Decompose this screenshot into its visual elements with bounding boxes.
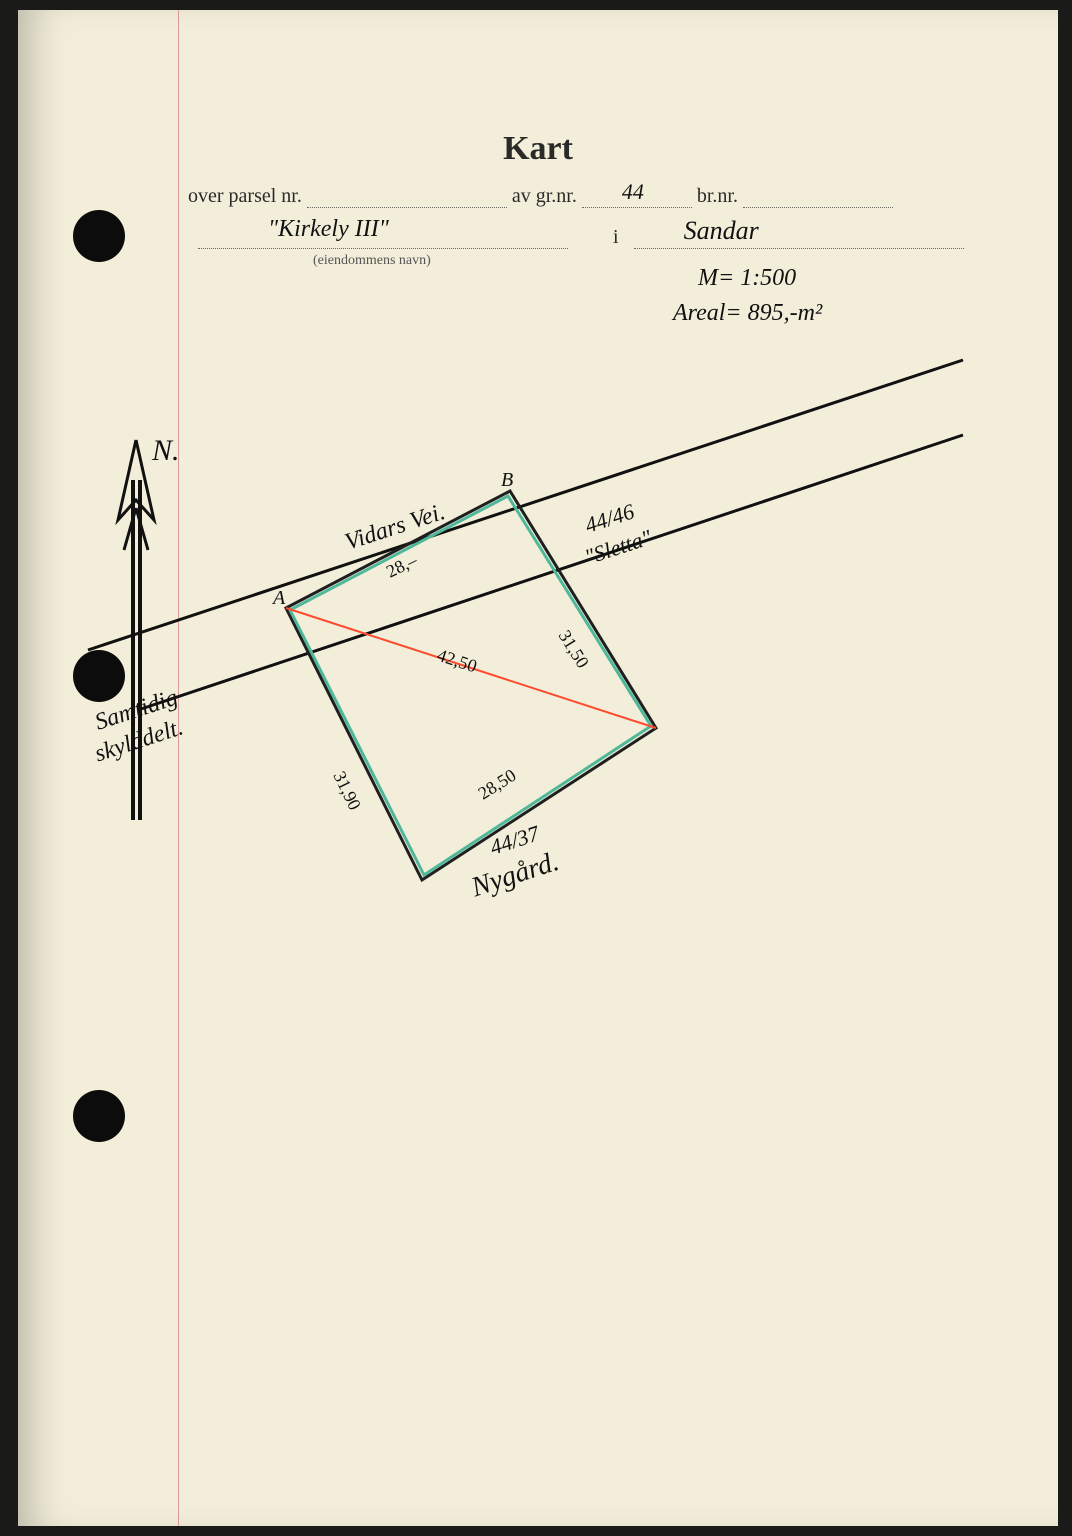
punch-hole-bottom bbox=[73, 1090, 125, 1142]
road-lines bbox=[88, 360, 963, 710]
neighbor-right: 44/46 "Sletta" bbox=[572, 496, 655, 570]
value-scale: M= 1:500 bbox=[698, 265, 796, 292]
road-label: Vidars Vei. bbox=[342, 499, 449, 556]
parcel-polygon bbox=[286, 491, 656, 880]
dim-AB: 28,– bbox=[383, 549, 421, 581]
road-line-1 bbox=[88, 360, 963, 650]
label-i: i bbox=[613, 226, 619, 248]
neighbor-bottom: 44/37 Nygård. bbox=[457, 817, 562, 903]
field-grnr: 44 bbox=[582, 185, 692, 208]
page: Kart over parsel nr. av gr.nr. 44 br.nr.… bbox=[18, 10, 1058, 1526]
form-row-2: "Kirkely III" i Sandar bbox=[198, 226, 1038, 249]
parcel-diagonal bbox=[286, 608, 656, 728]
punch-hole-mid bbox=[73, 650, 125, 702]
value-grnr: 44 bbox=[622, 179, 644, 205]
label-brnr: br.nr. bbox=[697, 185, 738, 207]
document-title: Kart bbox=[18, 130, 1058, 168]
punch-hole-top bbox=[73, 210, 125, 262]
value-sted: Sandar bbox=[684, 216, 759, 246]
road-line-2 bbox=[138, 435, 963, 710]
dim-CD: 28,50 bbox=[475, 765, 520, 803]
neighbor-bottom-name: Nygård. bbox=[467, 846, 563, 904]
form-row-1: over parsel nr. av gr.nr. 44 br.nr. bbox=[188, 185, 1038, 208]
value-eiendom-navn: "Kirkely III" bbox=[268, 216, 389, 243]
label-eiendom-sub: (eiendommens navn) bbox=[313, 253, 431, 269]
value-areal: Areal= 895,-m² bbox=[673, 300, 822, 327]
note-left-line2: skylddelt. bbox=[92, 714, 187, 767]
field-parsel-nr bbox=[307, 185, 507, 208]
field-sted: Sandar bbox=[634, 226, 964, 249]
neighbor-right-ref: 44/46 bbox=[582, 498, 637, 537]
corner-B: B bbox=[501, 469, 513, 491]
field-brnr bbox=[743, 185, 893, 208]
compass-label: N. bbox=[151, 434, 180, 467]
label-av-grnr: av gr.nr. bbox=[512, 185, 577, 207]
dim-AC: 42,50 bbox=[435, 645, 480, 677]
neighbor-bottom-ref: 44/37 bbox=[487, 820, 543, 860]
corner-A: A bbox=[271, 587, 286, 609]
field-eiendom-navn: "Kirkely III" bbox=[198, 226, 568, 249]
label-over-parsel: over parsel nr. bbox=[188, 185, 302, 207]
dim-BC: 31,50 bbox=[555, 627, 593, 672]
left-margin-rule bbox=[178, 10, 179, 1526]
compass-north-icon: N. bbox=[118, 434, 180, 820]
dim-DA: 31,90 bbox=[329, 768, 365, 813]
neighbor-right-name: "Sletta" bbox=[582, 524, 656, 569]
